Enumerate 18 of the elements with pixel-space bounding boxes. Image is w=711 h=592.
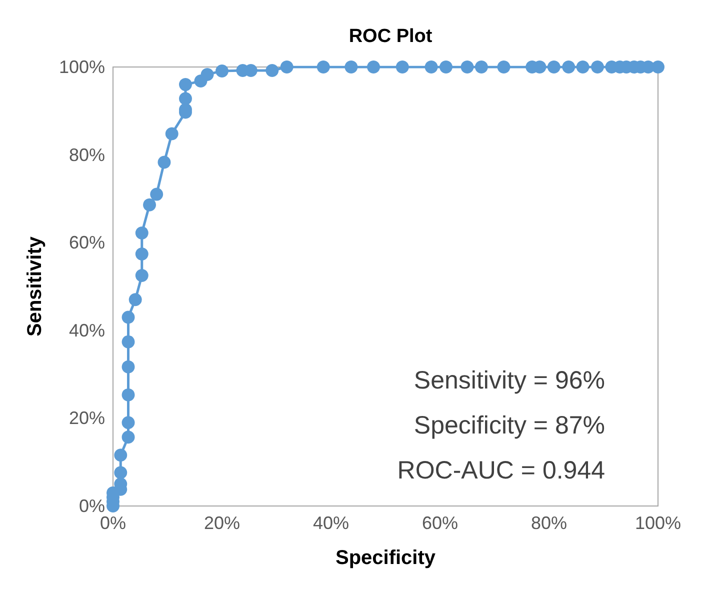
annotation: Sensitivity = 96% [414,366,606,394]
y-axis-title: Sensitivity [24,236,46,337]
chart-title: ROC Plot [348,26,433,47]
y-tick-label: 0% [78,496,105,516]
y-tick-label: 100% [58,57,105,77]
y-tick-label: 80% [68,144,105,165]
y-tick-label: 40% [68,320,105,340]
x-tick-label: 40% [312,513,350,533]
x-axis-title: Specificity [335,547,436,569]
annotation: ROC-AUC = 0.944 [397,456,606,484]
x-tick-label: 60% [422,513,458,533]
x-tick-label: 20% [204,513,240,533]
annotation: Specificity = 87% [414,412,606,440]
x-tick-label: 0% [100,513,126,533]
y-tick-label: 20% [68,408,105,428]
x-tick-label: 100% [634,513,682,533]
x-tick-label: 80% [530,513,568,533]
y-tick-label: 60% [68,232,105,253]
